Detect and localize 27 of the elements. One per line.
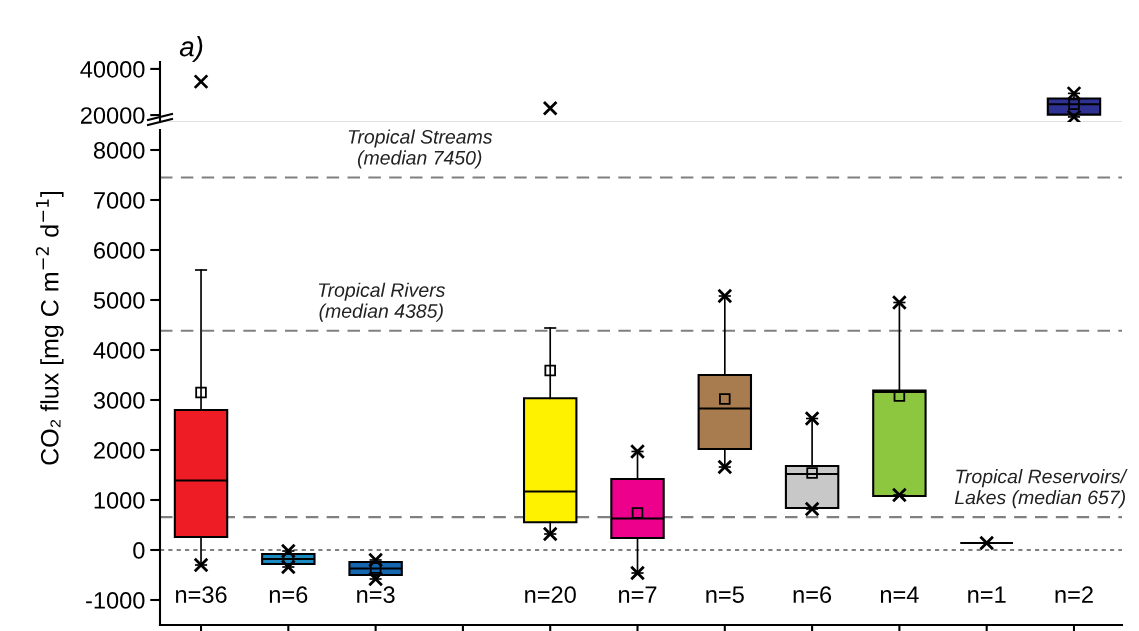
y-tick-label: 8000 bbox=[93, 142, 145, 159]
y-tick-label: -1000 bbox=[86, 592, 145, 609]
x-tick-label: n=5 bbox=[706, 586, 744, 604]
y-tick-label: 1000 bbox=[94, 492, 145, 509]
x-tick-label: n=7 bbox=[619, 586, 657, 603]
ref-line-label: Tropical Reservoirs/ Lakes (median 657) bbox=[954, 469, 1128, 509]
y-axis-title: CO₂ flux [mg C m$^{−2}$ d$^{−1}$] bbox=[35, 191, 64, 465]
x-tick-label: n=6 bbox=[269, 586, 308, 604]
chart-title: a) bbox=[179, 36, 203, 62]
y-tick-label: 40000 bbox=[80, 60, 145, 78]
x-tick-label: n=3 bbox=[357, 586, 395, 604]
x-tick-label: n=4 bbox=[880, 586, 919, 603]
y-tick-label: 20000 bbox=[80, 107, 145, 124]
x-tick-label: n=6 bbox=[793, 586, 832, 604]
y-tick-label: 0 bbox=[133, 542, 145, 559]
y-tick-label: 5000 bbox=[93, 292, 145, 309]
ref-line-label: Tropical Streams (median 7450) bbox=[348, 129, 493, 169]
x-tick-label: n=2 bbox=[1055, 586, 1093, 603]
x-tick-label: n=20 bbox=[525, 586, 576, 604]
y-tick-label: 2000 bbox=[94, 442, 145, 459]
y-tick-label: 7000 bbox=[94, 192, 145, 209]
y-tick-label: 3000 bbox=[93, 392, 145, 409]
y-tick-label: 6000 bbox=[94, 242, 145, 259]
x-tick-label: n=1 bbox=[968, 586, 1006, 603]
x-tick-label: n=36 bbox=[176, 586, 227, 604]
y-tick-label: 4000 bbox=[93, 342, 145, 359]
ref-line-label: Tropical Rivers (median 4385) bbox=[318, 282, 445, 322]
